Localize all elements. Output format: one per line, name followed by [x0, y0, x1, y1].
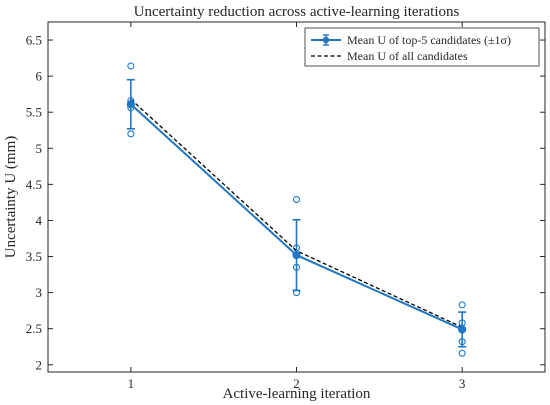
y-tick-label: 2 — [36, 357, 43, 372]
mean-point — [126, 100, 135, 109]
y-tick-label: 6.5 — [26, 33, 42, 48]
candidate-point — [127, 62, 135, 70]
candidate-point — [458, 301, 466, 309]
legend-label-top5: Mean U of top-5 candidates (±1σ) — [347, 33, 511, 47]
legend-box — [304, 27, 540, 67]
y-tick-label: 6 — [36, 69, 43, 84]
series-line-all-candidates — [130, 98, 463, 328]
chart-title: Uncertainty reduction across active-lear… — [134, 4, 460, 20]
legend-swatch-marker — [322, 36, 330, 44]
y-tick-label: 5.5 — [26, 105, 42, 120]
x-tick-label: 3 — [459, 376, 466, 391]
y-tick-label: 4 — [36, 213, 43, 228]
y-tick-label: 3.5 — [26, 249, 42, 264]
y-tick-label: 3 — [36, 285, 43, 300]
y-axis-label: Uncertainty U (mm) — [3, 136, 19, 258]
candidate-point — [292, 195, 301, 204]
mean-point — [458, 325, 467, 334]
legend-label-all: Mean U of all candidates — [347, 49, 468, 63]
y-tick-label: 2.5 — [26, 321, 42, 336]
x-tick-label: 1 — [128, 376, 135, 391]
mean-point — [292, 250, 301, 260]
x-axis-label: Active-learning iteration — [223, 386, 371, 402]
candidate-point — [127, 130, 135, 138]
x-tick-label: 2 — [293, 376, 300, 391]
candidate-point — [458, 349, 466, 357]
y-tick-label: 5 — [36, 141, 43, 156]
y-tick-label: 4.5 — [26, 177, 42, 192]
